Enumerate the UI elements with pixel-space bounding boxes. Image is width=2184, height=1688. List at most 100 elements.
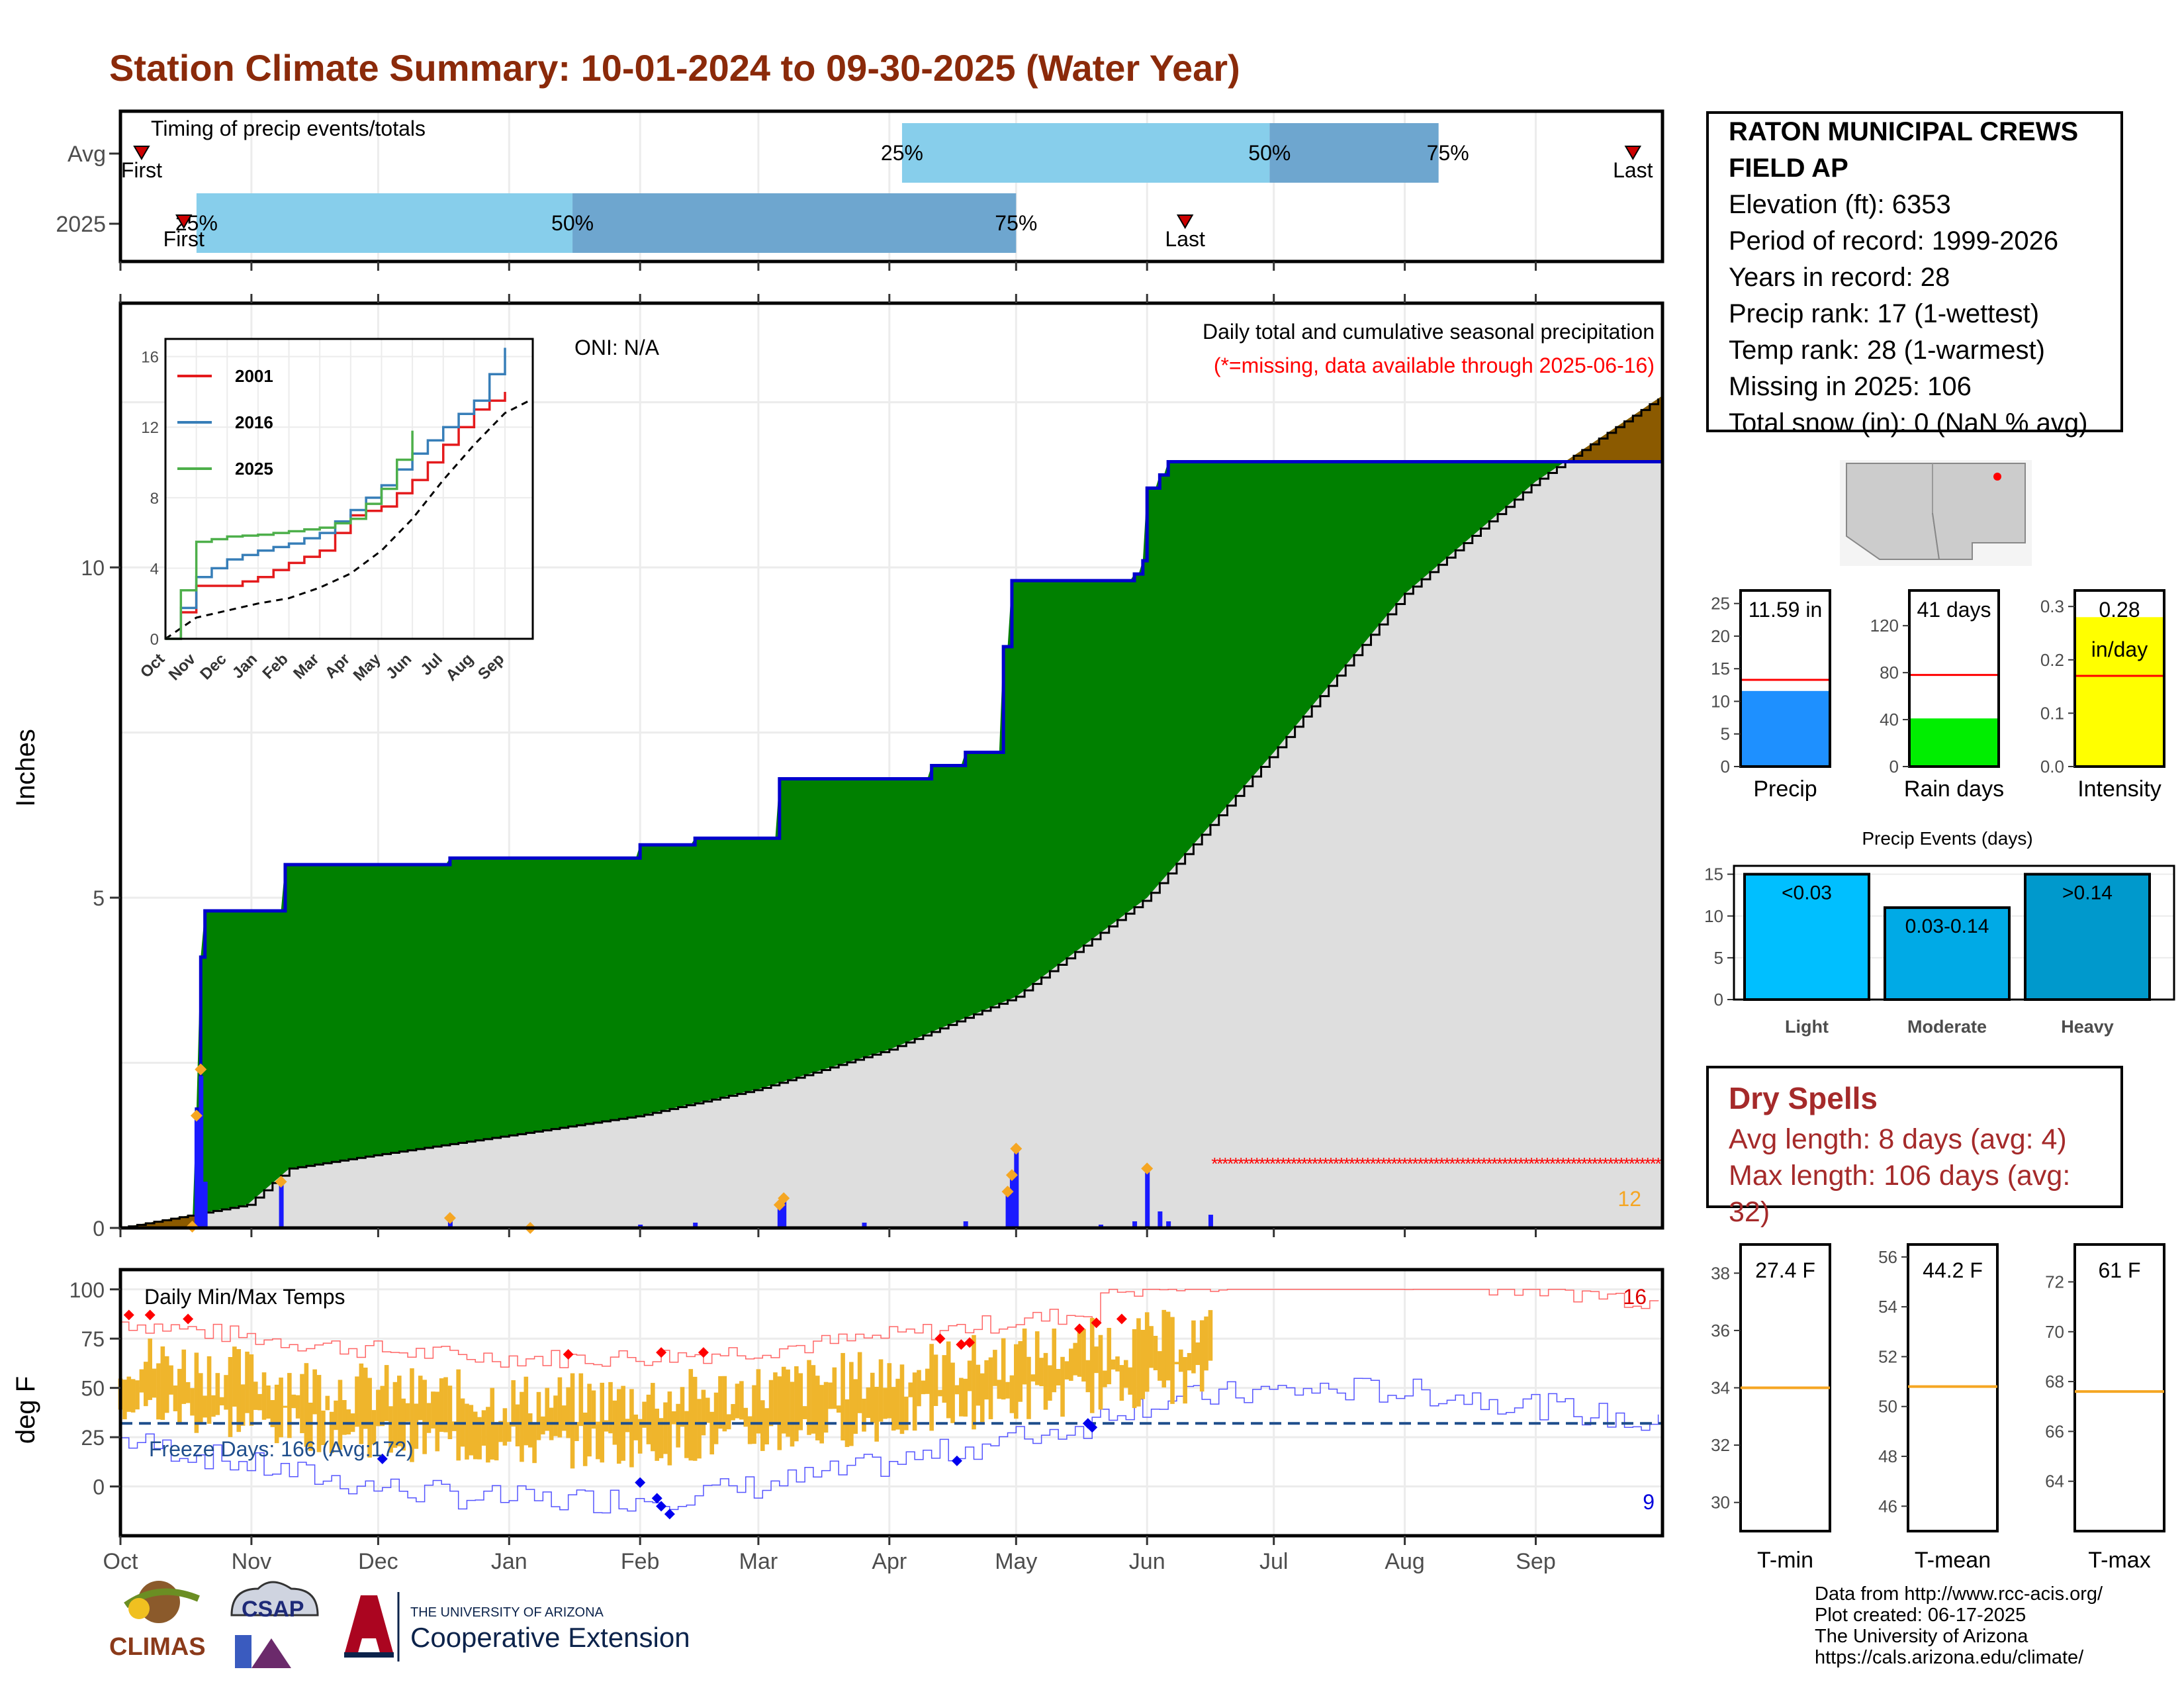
daily-temp-bar xyxy=(811,1365,816,1434)
daily-temp-bar xyxy=(688,1369,694,1461)
month-label: Dec xyxy=(358,1549,398,1574)
daily-precip-bar xyxy=(777,1208,782,1228)
daily-temp-bar xyxy=(646,1394,651,1444)
daily-temp-bar xyxy=(988,1357,993,1419)
ua-logo: THE UNIVERSITY OF ARIZONA Cooperative Ex… xyxy=(344,1592,690,1662)
missing-marker: * xyxy=(1407,1154,1414,1174)
month-label: Oct xyxy=(103,1549,138,1574)
temp-box-value: 61 F xyxy=(2098,1258,2140,1282)
missing-marker: * xyxy=(1533,1154,1540,1174)
daily-temp-bar xyxy=(591,1390,596,1429)
temp-box-tick-label: 64 xyxy=(2045,1472,2064,1491)
mini-bar-rain-days xyxy=(1909,718,1999,767)
footer: Data from http://www.rcc-acis.org/ Plot … xyxy=(1815,1583,2103,1668)
inset-x-tick-label: Aug xyxy=(443,650,477,684)
daily-temp-bar xyxy=(211,1395,216,1417)
missing-marker: * xyxy=(1343,1154,1350,1174)
missing-marker: * xyxy=(1338,1154,1345,1174)
record-high-marker xyxy=(964,1337,976,1348)
daily-temp-bar xyxy=(760,1400,765,1451)
daily-temp-bar xyxy=(279,1378,283,1438)
daily-temp-bar xyxy=(684,1411,689,1458)
temp-y-tick-label: 75 xyxy=(81,1327,105,1351)
record-low-marker xyxy=(664,1509,675,1520)
daily-temp-bar xyxy=(219,1397,224,1406)
y2025-bar-25-50 xyxy=(196,193,573,253)
daily-temp-bar xyxy=(405,1403,410,1422)
daily-temp-bar xyxy=(456,1369,461,1461)
daily-temp-bar xyxy=(203,1395,207,1418)
record-marker xyxy=(1001,1186,1014,1198)
record-low-marker xyxy=(656,1501,667,1512)
daily-temp-bar xyxy=(651,1383,655,1452)
missing-marker: * xyxy=(1253,1154,1260,1174)
missing-marker: * xyxy=(1375,1154,1382,1174)
daily-temp-bar xyxy=(1128,1367,1132,1395)
daily-temp-bar xyxy=(993,1350,997,1386)
mini-bar-value: 41 days xyxy=(1917,598,1991,622)
missing-marker: * xyxy=(1491,1154,1498,1174)
daily-precip-bar xyxy=(1145,1168,1150,1228)
daily-temp-bar xyxy=(431,1391,435,1429)
daily-temp-bar xyxy=(130,1379,136,1413)
daily-temp-bar xyxy=(596,1421,600,1460)
daily-precip-bar xyxy=(1166,1221,1171,1228)
daily-temp-bar xyxy=(414,1403,419,1449)
inset-x-tick-label: Mar xyxy=(290,650,322,682)
daily-temp-bar xyxy=(257,1393,262,1411)
month-label: Sep xyxy=(1516,1549,1556,1574)
timing-panel-border xyxy=(118,109,1664,263)
footer-data-source: Data from http://www.rcc-acis.org/ xyxy=(1815,1583,2103,1605)
missing-marker: * xyxy=(1312,1154,1318,1174)
daily-temp-bar xyxy=(823,1382,829,1433)
record-high-marker xyxy=(956,1339,967,1350)
main-y-tick-label: 0 xyxy=(93,1217,105,1241)
timing-row-label: Avg xyxy=(68,142,106,167)
events-tick-label: 5 xyxy=(1714,948,1723,968)
mini-bar-intensity xyxy=(2075,617,2164,767)
daily-temp-bar xyxy=(236,1349,242,1432)
daily-temp-bar xyxy=(574,1422,579,1441)
missing-marker: * xyxy=(1597,1154,1604,1174)
missing-marker: * xyxy=(1322,1154,1329,1174)
daily-temp-bar xyxy=(566,1387,570,1438)
daily-temp-bar xyxy=(261,1372,267,1420)
record-high-count: 16 xyxy=(1623,1285,1647,1309)
missing-marker: * xyxy=(1544,1154,1551,1174)
mini-bar-tick-label: 10 xyxy=(1711,691,1730,711)
daily-temp-bar xyxy=(891,1387,896,1431)
inset-x-tick-label: Oct xyxy=(137,650,168,681)
daily-temp-bar xyxy=(1073,1342,1077,1376)
daily-precip-bar xyxy=(963,1221,968,1228)
missing-marker: * xyxy=(1396,1154,1403,1174)
inset-x-tick-label: Sep xyxy=(475,650,508,683)
mini-bar-tick-label: 0.2 xyxy=(2040,650,2064,670)
missing-marker: * xyxy=(1565,1154,1572,1174)
daily-precip-bar xyxy=(203,1182,208,1228)
missing-marker: * xyxy=(1502,1154,1508,1174)
avg-label-50: 50% xyxy=(1248,141,1291,165)
daily-temp-bar xyxy=(917,1370,921,1407)
missing-marker: * xyxy=(1507,1154,1514,1174)
station-missing: Missing in 2025: 106 xyxy=(1729,372,1972,401)
daily-temp-bar xyxy=(1144,1312,1150,1392)
daily-temp-bar xyxy=(625,1419,630,1432)
daily-temp-bar xyxy=(1085,1360,1091,1393)
daily-temp-bar xyxy=(768,1380,774,1427)
avg-cumulative-area xyxy=(120,395,1662,1229)
daily-temp-bar xyxy=(384,1365,389,1421)
daily-temp-bar xyxy=(498,1421,503,1442)
daily-temp-bar xyxy=(786,1369,790,1437)
daily-temp-bar xyxy=(912,1372,917,1431)
daily-temp-bar xyxy=(849,1362,854,1446)
inset-x-tick-label: Jun xyxy=(383,650,415,682)
daily-temp-bar xyxy=(1199,1320,1205,1392)
missing-marker: * xyxy=(1227,1154,1234,1174)
mini-bar-label: Precip xyxy=(1753,776,1817,802)
missing-marker: * xyxy=(1639,1154,1646,1174)
daily-temp-bar xyxy=(984,1360,989,1400)
daily-temp-bar xyxy=(790,1382,795,1447)
daily-temp-bar xyxy=(135,1380,140,1410)
daily-temp-bar xyxy=(1136,1318,1141,1407)
daily-temp-bar xyxy=(532,1423,537,1464)
